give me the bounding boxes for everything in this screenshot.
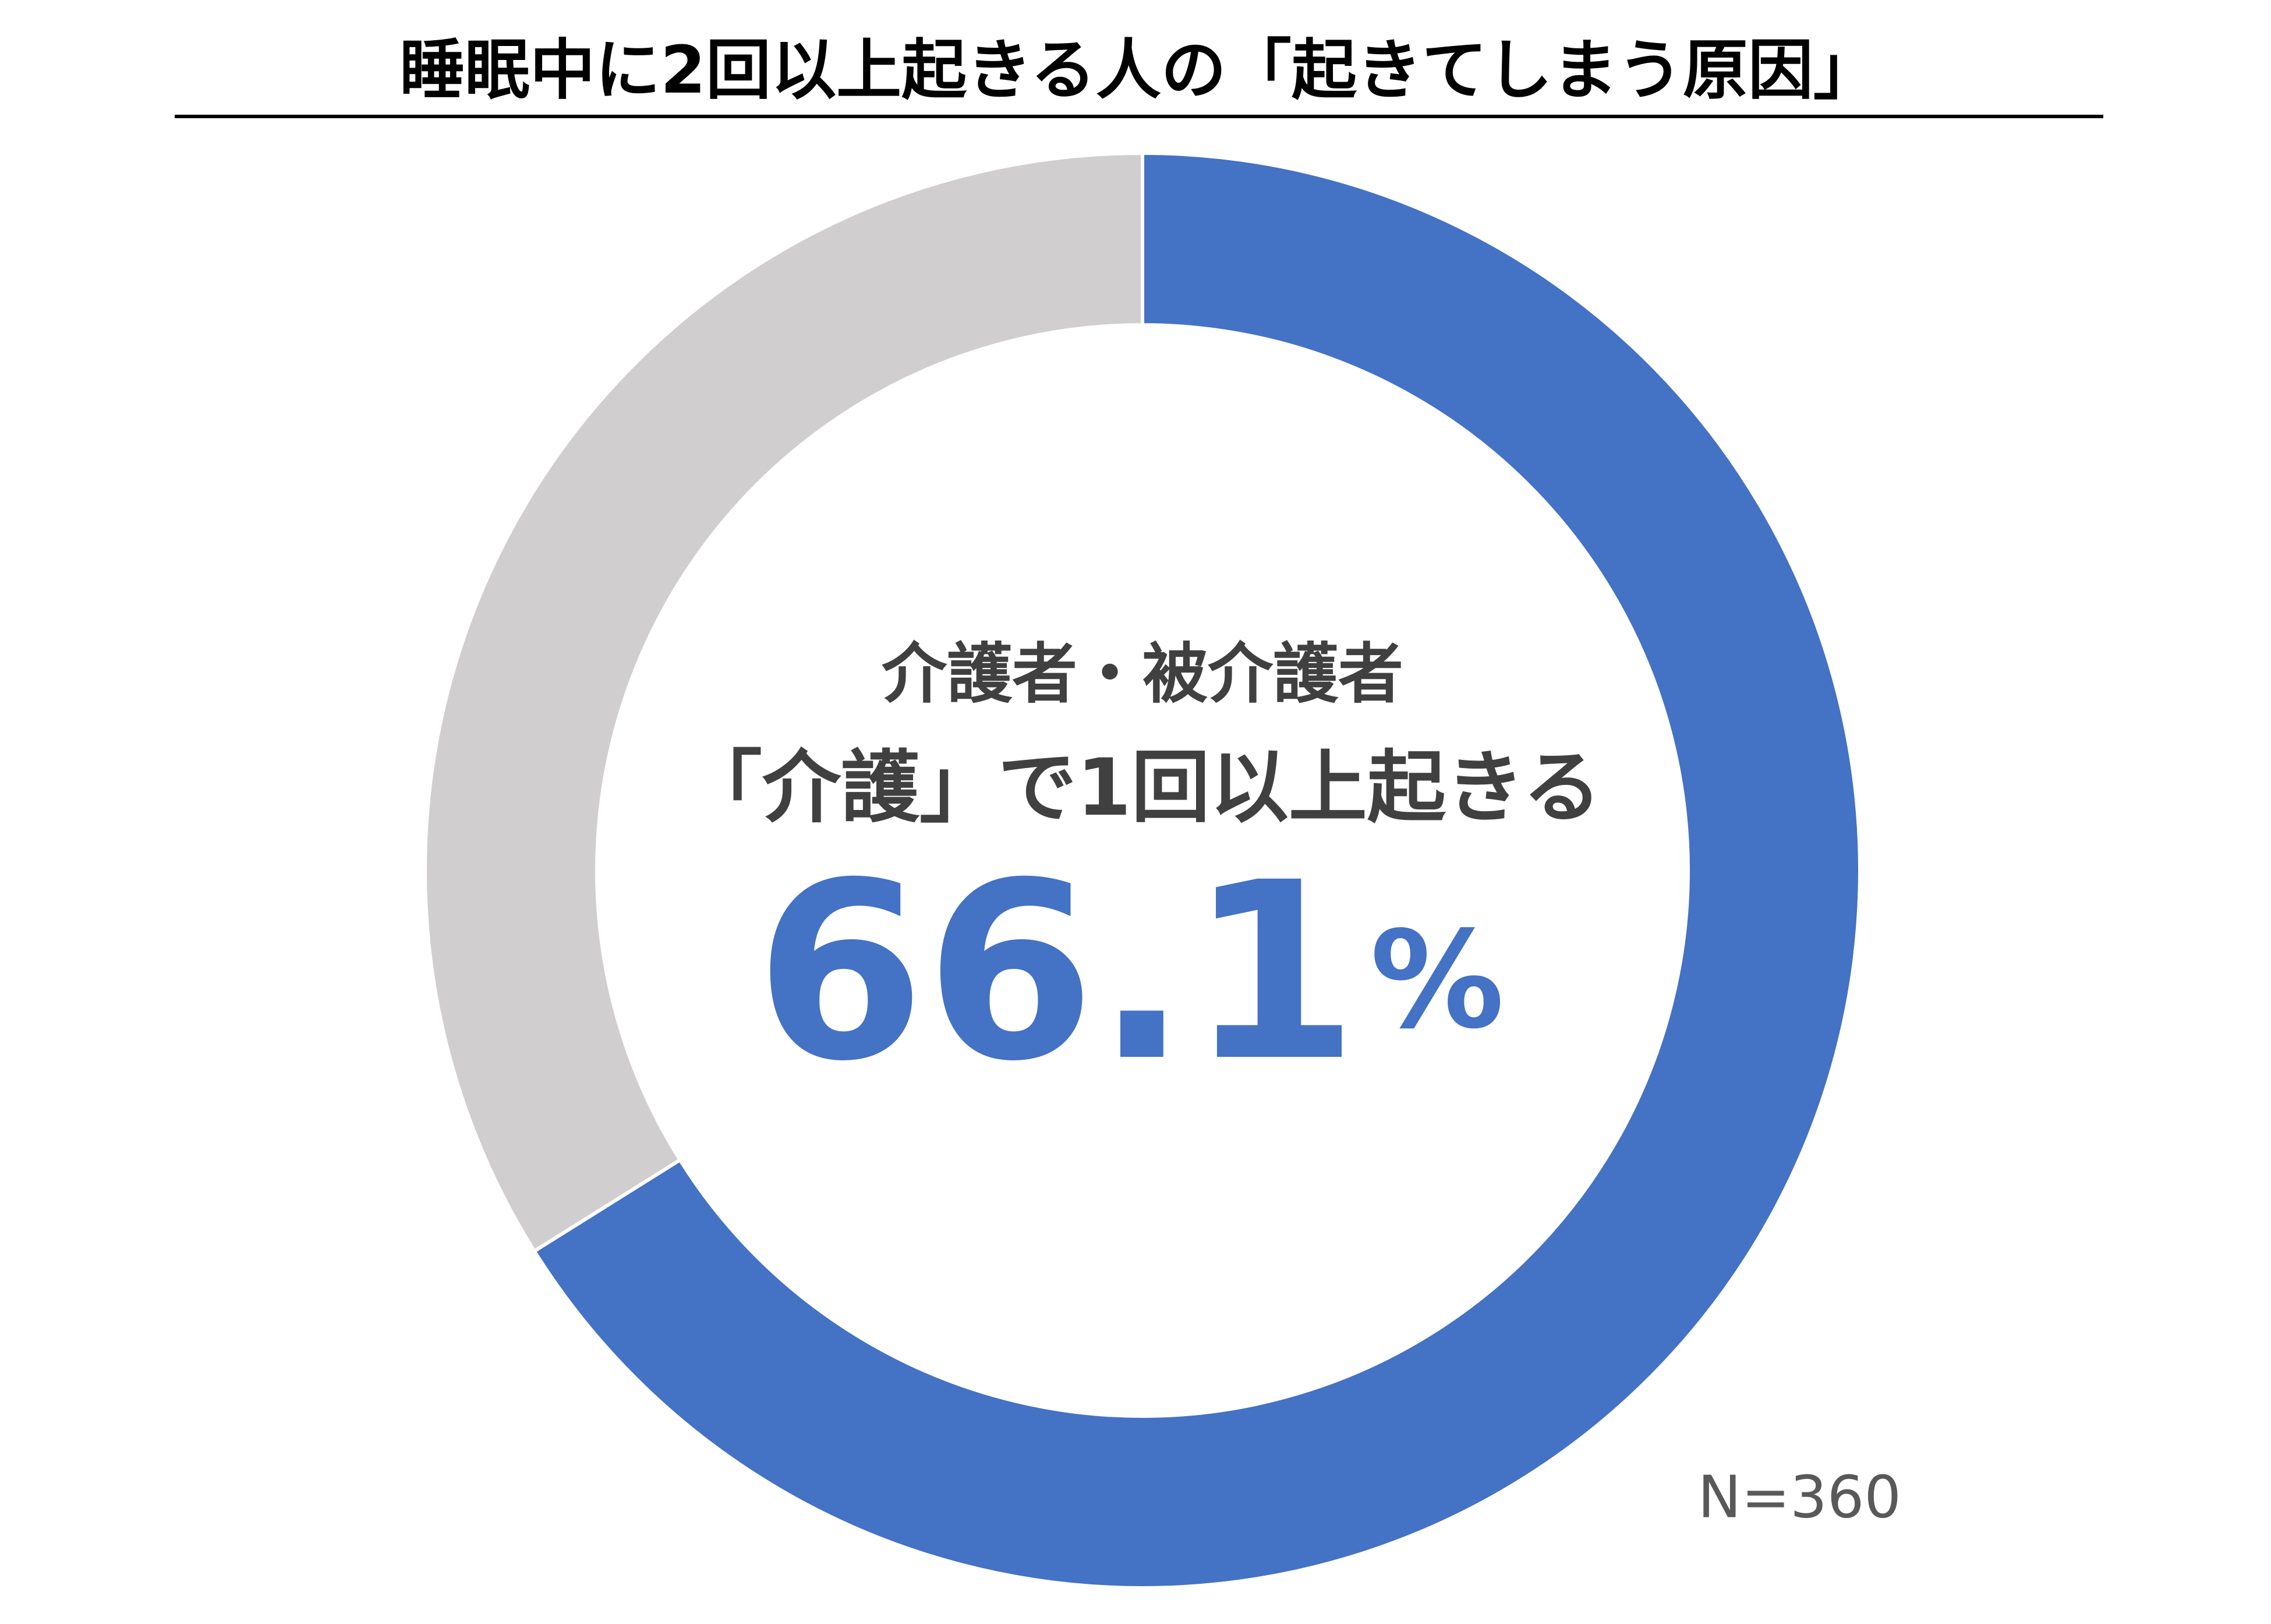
sample-size-note: N=360 xyxy=(1698,1463,1901,1531)
donut-segment xyxy=(532,151,1862,1590)
center-text: 介護者・被介護者 xyxy=(882,636,1403,712)
value-label: 66.1% xyxy=(755,830,1505,1115)
donut-segment xyxy=(423,151,1144,1254)
chart-title: 睡眠中に2回以上起きる人の「起きてしまう原因」 xyxy=(399,33,1879,108)
center-text: 「介護」で1回以上起きる xyxy=(684,742,1601,833)
donut xyxy=(423,151,1862,1590)
